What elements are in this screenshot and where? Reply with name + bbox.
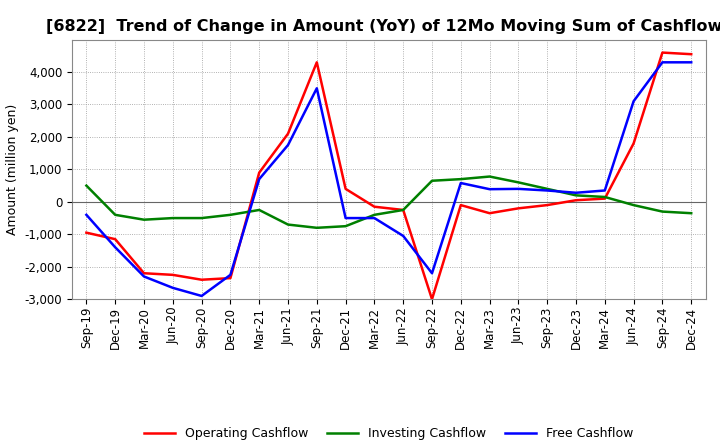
Free Cashflow	[226, 272, 235, 278]
Free Cashflow	[82, 212, 91, 217]
Operating Cashflow	[168, 272, 177, 278]
Operating Cashflow	[226, 275, 235, 281]
Operating Cashflow	[543, 202, 552, 208]
Free Cashflow	[197, 293, 206, 299]
Title: [6822]  Trend of Change in Amount (YoY) of 12Mo Moving Sum of Cashflows: [6822] Trend of Change in Amount (YoY) o…	[46, 19, 720, 34]
Investing Cashflow	[428, 178, 436, 183]
Investing Cashflow	[600, 194, 609, 200]
Free Cashflow	[341, 216, 350, 221]
Operating Cashflow	[428, 297, 436, 302]
Operating Cashflow	[284, 131, 292, 136]
Free Cashflow	[140, 274, 148, 279]
Operating Cashflow	[687, 51, 696, 57]
Investing Cashflow	[312, 225, 321, 231]
Investing Cashflow	[543, 186, 552, 191]
Investing Cashflow	[284, 222, 292, 227]
Investing Cashflow	[456, 176, 465, 182]
Investing Cashflow	[572, 193, 580, 198]
Investing Cashflow	[485, 174, 494, 179]
Operating Cashflow	[658, 50, 667, 55]
Free Cashflow	[658, 60, 667, 65]
Y-axis label: Amount (million yen): Amount (million yen)	[6, 104, 19, 235]
Free Cashflow	[370, 216, 379, 221]
Line: Free Cashflow: Free Cashflow	[86, 62, 691, 296]
Investing Cashflow	[226, 212, 235, 217]
Free Cashflow	[687, 60, 696, 65]
Operating Cashflow	[600, 196, 609, 201]
Investing Cashflow	[399, 207, 408, 213]
Free Cashflow	[456, 180, 465, 186]
Free Cashflow	[111, 245, 120, 250]
Investing Cashflow	[629, 202, 638, 208]
Line: Investing Cashflow: Investing Cashflow	[86, 176, 691, 228]
Investing Cashflow	[82, 183, 91, 188]
Operating Cashflow	[255, 170, 264, 175]
Operating Cashflow	[82, 230, 91, 235]
Operating Cashflow	[514, 205, 523, 211]
Investing Cashflow	[687, 211, 696, 216]
Investing Cashflow	[370, 212, 379, 217]
Operating Cashflow	[370, 204, 379, 209]
Operating Cashflow	[572, 198, 580, 203]
Free Cashflow	[284, 143, 292, 148]
Investing Cashflow	[197, 216, 206, 221]
Line: Operating Cashflow: Operating Cashflow	[86, 52, 691, 299]
Investing Cashflow	[658, 209, 667, 214]
Operating Cashflow	[456, 202, 465, 208]
Legend: Operating Cashflow, Investing Cashflow, Free Cashflow: Operating Cashflow, Investing Cashflow, …	[139, 422, 639, 440]
Free Cashflow	[428, 271, 436, 276]
Free Cashflow	[485, 187, 494, 192]
Free Cashflow	[514, 186, 523, 191]
Operating Cashflow	[111, 237, 120, 242]
Investing Cashflow	[168, 216, 177, 221]
Free Cashflow	[168, 285, 177, 290]
Operating Cashflow	[197, 277, 206, 282]
Free Cashflow	[572, 190, 580, 195]
Investing Cashflow	[111, 212, 120, 217]
Operating Cashflow	[140, 271, 148, 276]
Free Cashflow	[399, 233, 408, 238]
Investing Cashflow	[255, 207, 264, 213]
Free Cashflow	[600, 188, 609, 193]
Operating Cashflow	[629, 141, 638, 146]
Investing Cashflow	[140, 217, 148, 222]
Free Cashflow	[312, 86, 321, 91]
Investing Cashflow	[341, 224, 350, 229]
Operating Cashflow	[399, 207, 408, 213]
Operating Cashflow	[485, 211, 494, 216]
Free Cashflow	[543, 188, 552, 193]
Operating Cashflow	[312, 60, 321, 65]
Operating Cashflow	[341, 186, 350, 191]
Free Cashflow	[255, 176, 264, 182]
Free Cashflow	[629, 99, 638, 104]
Investing Cashflow	[514, 180, 523, 185]
